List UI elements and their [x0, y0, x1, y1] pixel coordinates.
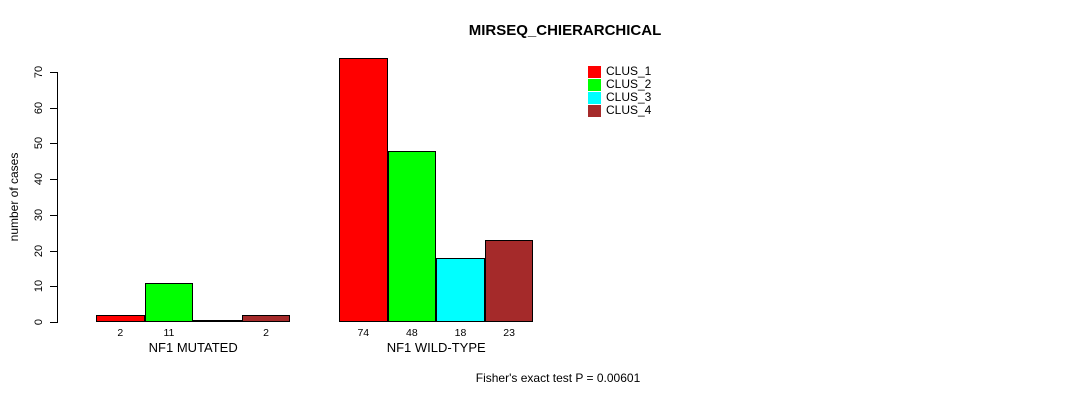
y-axis-tick-label: 20: [33, 244, 45, 258]
legend-swatch-clus_4: [588, 104, 601, 117]
fisher-test-annotation: Fisher's exact test P = 0.00601: [475, 371, 641, 385]
legend-label: CLUS_3: [606, 90, 652, 104]
bar-clus_3-zero-baseline: [193, 320, 243, 322]
legend-label: CLUS_2: [606, 77, 652, 91]
legend-label: CLUS_1: [606, 64, 652, 78]
y-axis-tick: [50, 179, 57, 180]
legend-item-clus_3: CLUS_3: [588, 91, 651, 104]
y-axis-tick-label: 50: [33, 136, 45, 150]
bar-value-label: 2: [263, 327, 270, 339]
y-axis-tick-label: 0: [33, 318, 45, 326]
bar-clus_3-wild-type: [436, 258, 485, 322]
y-axis-tick: [50, 251, 57, 252]
y-axis-tick: [50, 72, 57, 73]
y-axis-tick: [50, 143, 57, 144]
legend-swatch-clus_1: [588, 65, 601, 78]
legend-swatch-clus_2: [588, 78, 601, 91]
category-label-nf1-mutated: NF1 MUTATED: [148, 340, 238, 355]
y-axis-line: [57, 72, 59, 323]
y-axis-tick: [50, 108, 57, 109]
bar-value-label: 18: [454, 327, 467, 339]
y-axis-tick: [50, 215, 57, 216]
bar-clus_2-wild-type: [387, 151, 437, 322]
legend-swatch-clus_3: [588, 91, 601, 104]
bar-clus_1-wild-type: [339, 58, 388, 322]
bar-clus_4-mutated: [241, 315, 291, 322]
y-axis-tick-label: 40: [33, 172, 45, 186]
category-label-nf1-wild-type: NF1 WILD-TYPE: [386, 340, 486, 355]
legend-item-clus_2: CLUS_2: [588, 78, 651, 91]
bar-value-label: 48: [406, 327, 418, 339]
y-axis-tick: [50, 286, 57, 287]
y-axis-tick-label: 70: [33, 65, 45, 79]
legend: CLUS_1 CLUS_2 CLUS_3 CLUS_4: [588, 65, 651, 117]
bar-value-label: 74: [357, 327, 370, 339]
bar-clus_2-mutated: [144, 283, 194, 322]
legend-item-clus_1: CLUS_1: [588, 65, 651, 78]
bar-value-label: 23: [503, 327, 515, 339]
bar-clus_4-wild-type: [484, 240, 534, 322]
chart-title: MIRSEQ_CHIERARCHICAL: [468, 22, 662, 39]
y-axis-tick: [50, 322, 57, 323]
legend-label: CLUS_4: [606, 103, 652, 117]
y-axis-tick-label: 10: [33, 279, 45, 293]
y-axis-tick-label: 60: [33, 101, 45, 115]
y-axis-tick-label: 30: [33, 208, 45, 222]
legend-item-clus_4: CLUS_4: [588, 104, 651, 117]
bar-value-label: 2: [117, 327, 124, 339]
y-axis-label: number of cases: [7, 152, 21, 242]
bar-clus_1-mutated: [96, 315, 145, 322]
bar-value-label: 11: [163, 327, 175, 339]
